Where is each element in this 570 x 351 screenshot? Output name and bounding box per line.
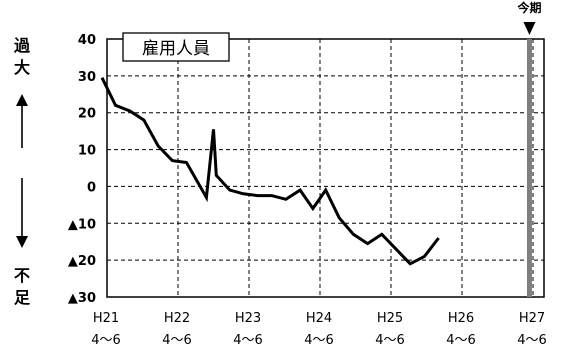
x-tick-label-year: H25 bbox=[377, 311, 403, 326]
x-tick-label-year: H23 bbox=[235, 311, 261, 326]
plot-area-frame bbox=[106, 38, 545, 298]
x-tick-label-quarter: 4～6 bbox=[162, 333, 192, 348]
grid bbox=[107, 39, 544, 297]
y-tick-label: 0 bbox=[87, 180, 96, 195]
title-box bbox=[122, 32, 230, 62]
ylabel-bottom-char-1: 不 bbox=[14, 266, 30, 285]
x-tick-label-quarter: 4～6 bbox=[375, 333, 405, 348]
x-tick-label-year: H27 bbox=[519, 311, 545, 326]
current-period-bar bbox=[526, 39, 532, 297]
current-period-label: 今期 bbox=[516, 0, 541, 15]
series-layer bbox=[100, 77, 440, 266]
current-period-marker: 今期 bbox=[516, 0, 541, 297]
y-tick-label: 30 bbox=[78, 70, 96, 85]
current-period-arrow-icon bbox=[523, 22, 536, 35]
x-tick-label-year: H22 bbox=[164, 311, 190, 326]
ylabel-top-char-2: 大 bbox=[14, 58, 30, 77]
ylabel-bottom-char-2: 足 bbox=[14, 288, 31, 307]
x-tick-label-year: H21 bbox=[93, 311, 119, 326]
y-tick-label: 10 bbox=[78, 144, 96, 159]
x-tick-label-quarter: 4～6 bbox=[233, 333, 263, 348]
x-tick-label-year: H24 bbox=[306, 311, 332, 326]
y-tick-label: ▲20 bbox=[68, 254, 96, 269]
down-arrow-icon bbox=[16, 178, 28, 248]
y-tick-label: ▲30 bbox=[68, 291, 96, 306]
up-arrow-icon bbox=[16, 94, 28, 148]
series-line bbox=[100, 77, 440, 266]
y-tick-label: 20 bbox=[78, 107, 96, 122]
x-tick-label-quarter: 4～6 bbox=[304, 333, 334, 348]
x-tick-label-quarter: 4～6 bbox=[91, 333, 121, 348]
y-tick-label: ▲10 bbox=[68, 217, 96, 232]
x-axis-ticks: H21 4～6 H22 4～6 H23 4～6 H24 4～6 H25 4～6 H26 4～6 H27 4… bbox=[91, 311, 547, 348]
y-tick-label: 40 bbox=[78, 33, 96, 48]
x-tick-label-quarter: 4～6 bbox=[517, 333, 547, 348]
chart-title: 雇用人員 bbox=[142, 39, 210, 59]
ylabel-top-char-1: 過 bbox=[13, 36, 31, 55]
y-axis-ticks: 40 30 20 10 0 ▲10 ▲20 ▲30 bbox=[68, 33, 96, 306]
x-tick-label-year: H26 bbox=[448, 311, 474, 326]
x-tick-label-quarter: 4～6 bbox=[446, 333, 476, 348]
